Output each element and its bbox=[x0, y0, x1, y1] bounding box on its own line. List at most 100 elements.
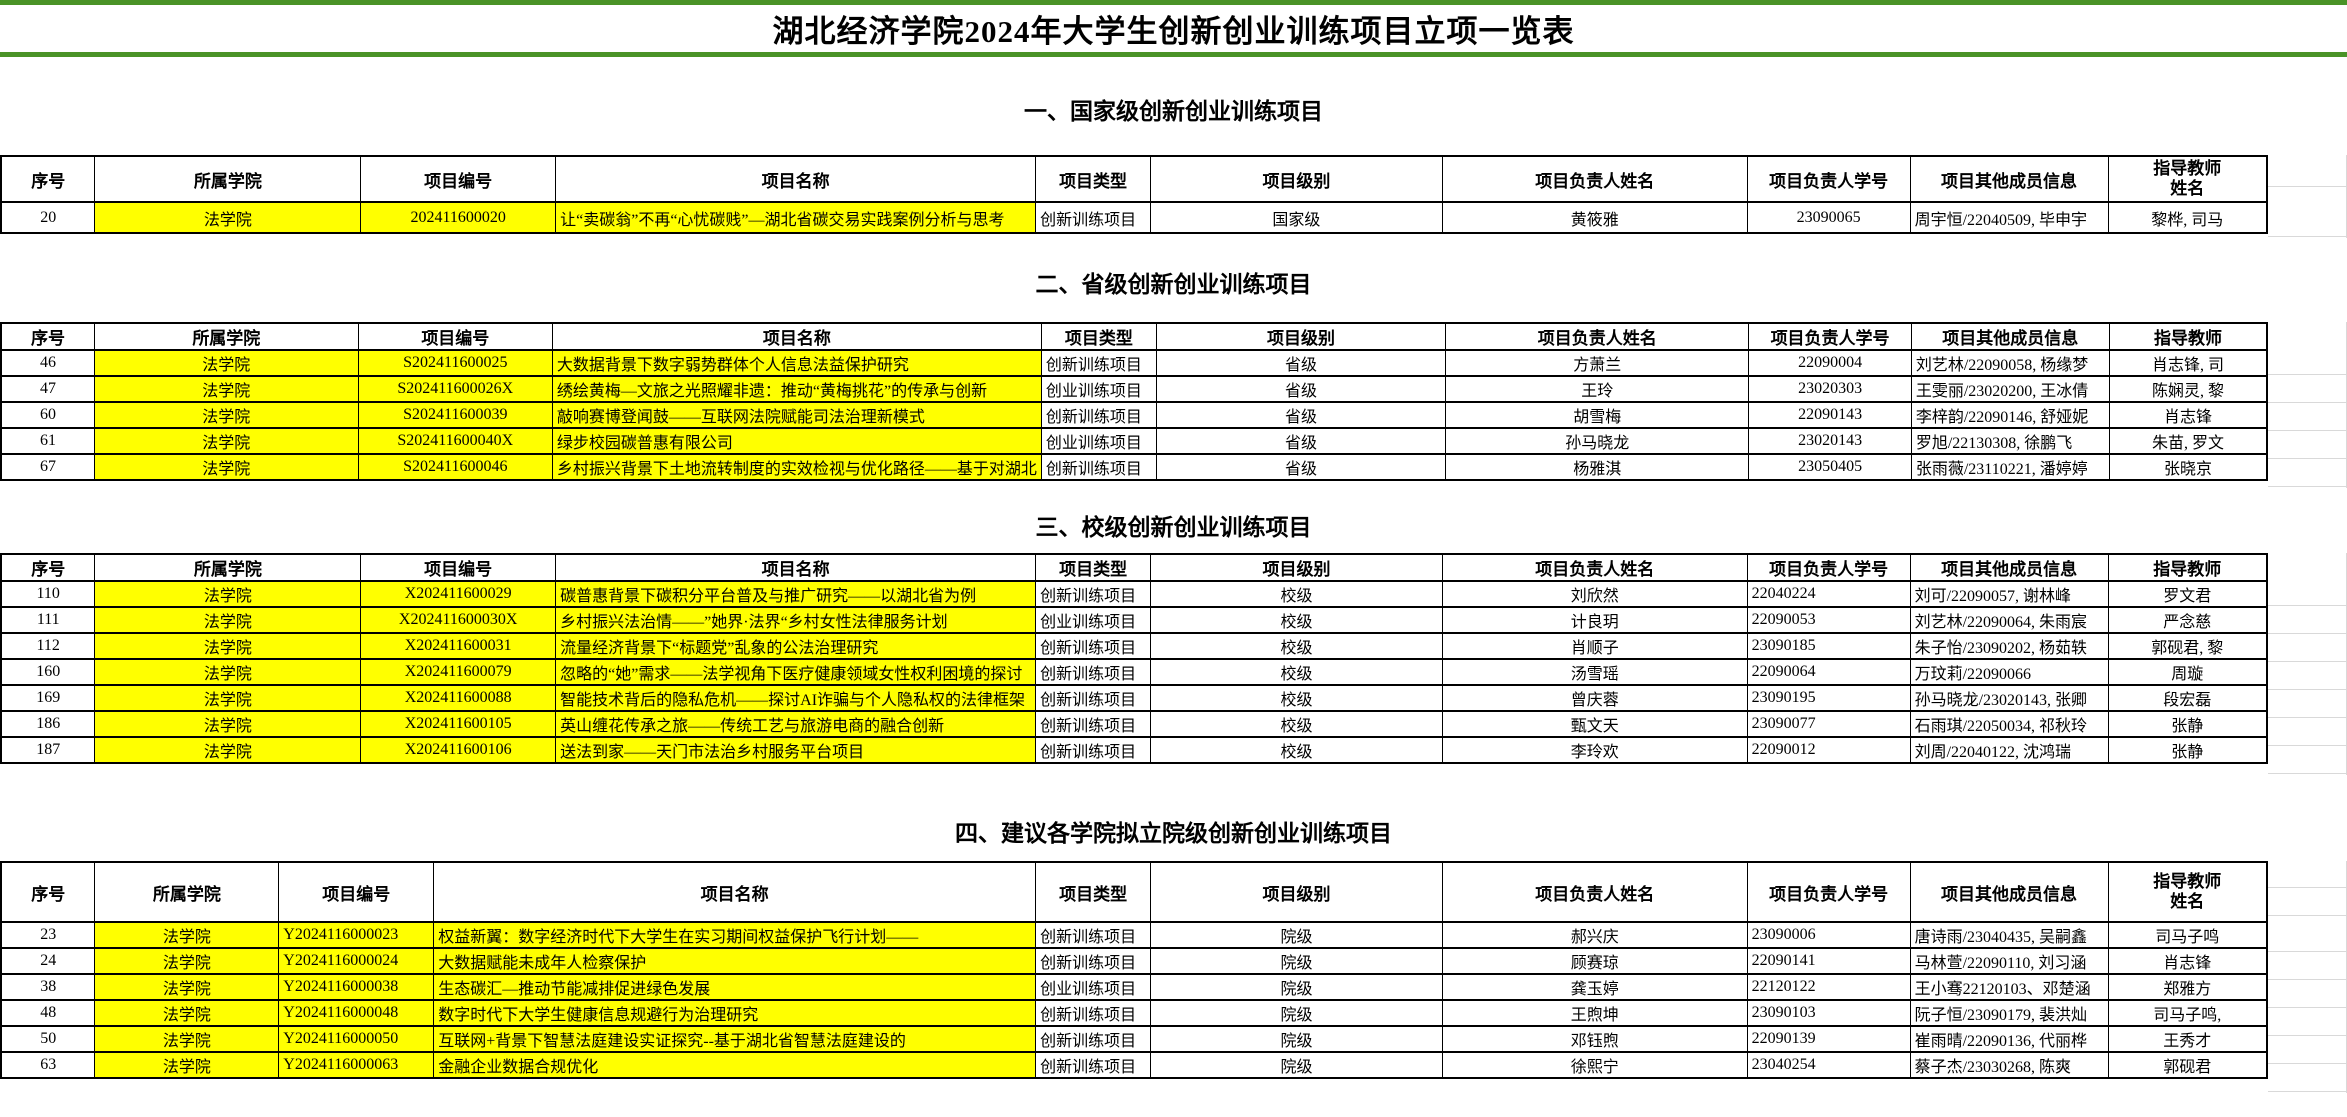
column-header-project-type[interactable]: 项目类型 bbox=[1035, 155, 1152, 203]
cell-leader-name[interactable]: 李玲欢 bbox=[1441, 736, 1748, 764]
column-header-project-name[interactable]: 项目名称 bbox=[551, 322, 1042, 351]
section-heading-provincial[interactable]: 二、省级创新创业训练项目 bbox=[1035, 272, 1312, 297]
cell-seq-no[interactable]: 63 bbox=[0, 1051, 96, 1079]
column-header-seq-no[interactable]: 序号 bbox=[0, 553, 96, 582]
cell-college[interactable]: 法学院 bbox=[94, 947, 280, 975]
cell-advisor-names[interactable]: 段宏磊 bbox=[2107, 684, 2268, 712]
column-header-leader-student-id[interactable]: 项目负责人学号 bbox=[1746, 861, 1911, 923]
cell-college[interactable]: 法学院 bbox=[94, 684, 362, 712]
cell-project-no[interactable]: X202411600030X bbox=[360, 606, 557, 634]
cell-advisor-names[interactable]: 司马子鸣 bbox=[2107, 921, 2268, 949]
cell-college[interactable]: 法学院 bbox=[94, 658, 362, 686]
cell-project-no[interactable]: X202411600079 bbox=[360, 658, 557, 686]
cell-leader-student-id[interactable]: 23090185 bbox=[1746, 632, 1911, 660]
cell-seq-no[interactable]: 47 bbox=[0, 375, 95, 403]
cell-seq-no[interactable]: 48 bbox=[0, 999, 96, 1027]
column-header-seq-no[interactable]: 序号 bbox=[0, 861, 96, 923]
cell-project-no[interactable]: X202411600105 bbox=[360, 710, 557, 738]
cell-seq-no[interactable]: 160 bbox=[0, 658, 96, 686]
cell-project-name[interactable]: 英山缠花传承之旅——传统工艺与旅游电商的融合创新 bbox=[555, 710, 1037, 738]
cell-other-members[interactable]: 马林萱/22090110, 刘习涵 bbox=[1909, 947, 2109, 975]
column-header-leader-name[interactable]: 项目负责人姓名 bbox=[1445, 322, 1750, 351]
cell-other-members[interactable]: 阮子恒/23090179, 裴洪灿 bbox=[1909, 999, 2109, 1027]
cell-seq-no[interactable]: 186 bbox=[0, 710, 96, 738]
cell-leader-name[interactable]: 顾赛琼 bbox=[1441, 947, 1748, 975]
cell-project-level[interactable]: 院级 bbox=[1150, 973, 1443, 1001]
cell-seq-no[interactable]: 169 bbox=[0, 684, 96, 712]
cell-advisor-names[interactable]: 郭砚君 bbox=[2107, 1051, 2268, 1079]
column-header-seq-no[interactable]: 序号 bbox=[0, 322, 95, 351]
cell-advisor-names[interactable]: 朱苗, 罗文 bbox=[2108, 427, 2268, 455]
column-header-project-level[interactable]: 项目级别 bbox=[1150, 861, 1443, 923]
cell-college[interactable]: 法学院 bbox=[94, 921, 280, 949]
cell-advisor-names[interactable]: 周璇 bbox=[2107, 658, 2268, 686]
cell-other-members[interactable]: 李梓韵/22090146, 舒娅妮 bbox=[1910, 401, 2110, 429]
cell-leader-name[interactable]: 杨雅淇 bbox=[1445, 453, 1750, 481]
sheet-title-row[interactable]: 湖北经济学院2024年大学生创新创业训练项目立项一览表 bbox=[0, 0, 2347, 57]
cell-seq-no[interactable]: 23 bbox=[0, 921, 96, 949]
cell-advisor-names[interactable]: 肖志锋 bbox=[2107, 947, 2268, 975]
cell-leader-name[interactable]: 甄文天 bbox=[1441, 710, 1748, 738]
cell-project-level[interactable]: 院级 bbox=[1150, 999, 1443, 1027]
cell-leader-name[interactable]: 孙马晓龙 bbox=[1445, 427, 1750, 455]
cell-project-level[interactable]: 院级 bbox=[1150, 1025, 1443, 1053]
cell-college[interactable]: 法学院 bbox=[93, 401, 359, 429]
cell-college[interactable]: 法学院 bbox=[93, 375, 359, 403]
cell-project-type[interactable]: 创新训练项目 bbox=[1035, 736, 1152, 764]
cell-other-members[interactable]: 罗旭/22130308, 徐鹏飞 bbox=[1910, 427, 2110, 455]
cell-leader-student-id[interactable]: 22040224 bbox=[1746, 580, 1911, 608]
cell-leader-student-id[interactable]: 23020143 bbox=[1748, 427, 1912, 455]
cell-project-no[interactable]: X202411600029 bbox=[360, 580, 557, 608]
cell-advisor-names[interactable]: 郑雅方 bbox=[2107, 973, 2268, 1001]
cell-project-type[interactable]: 创新训练项目 bbox=[1035, 658, 1152, 686]
column-header-project-no[interactable]: 项目编号 bbox=[357, 322, 553, 351]
cell-other-members[interactable]: 王小骞22120103、邓楚涵 bbox=[1909, 973, 2109, 1001]
cell-seq-no[interactable]: 187 bbox=[0, 736, 96, 764]
cell-project-name[interactable]: 金融企业数据合规优化 bbox=[433, 1051, 1037, 1079]
cell-leader-student-id[interactable]: 22090064 bbox=[1746, 658, 1911, 686]
cell-advisor-names[interactable]: 罗文君 bbox=[2107, 580, 2268, 608]
cell-other-members[interactable]: 刘可/22090057, 谢林峰 bbox=[1909, 580, 2109, 608]
cell-other-members[interactable]: 崔雨晴/22090136, 代丽桦 bbox=[1909, 1025, 2109, 1053]
column-header-project-no[interactable]: 项目编号 bbox=[360, 553, 557, 582]
cell-advisor-names[interactable]: 张静 bbox=[2107, 710, 2268, 738]
cell-other-members[interactable]: 刘艺林/22090058, 杨缘梦 bbox=[1910, 349, 2110, 377]
cell-project-type[interactable]: 创新训练项目 bbox=[1035, 710, 1152, 738]
cell-advisor-names[interactable]: 司马子鸣, bbox=[2107, 999, 2268, 1027]
cell-leader-name[interactable]: 黄筱雅 bbox=[1441, 201, 1748, 234]
cell-other-members[interactable]: 万玟莉/22090066 bbox=[1909, 658, 2109, 686]
cell-leader-student-id[interactable]: 23090195 bbox=[1746, 684, 1911, 712]
column-header-leader-student-id[interactable]: 项目负责人学号 bbox=[1746, 155, 1911, 203]
cell-project-no[interactable]: Y2024116000024 bbox=[278, 947, 435, 975]
cell-project-no[interactable]: Y2024116000063 bbox=[278, 1051, 435, 1079]
cell-leader-student-id[interactable]: 23020303 bbox=[1748, 375, 1912, 403]
column-header-college[interactable]: 所属学院 bbox=[93, 322, 359, 351]
column-header-seq-no[interactable]: 序号 bbox=[0, 155, 96, 203]
cell-project-name[interactable]: 互联网+背景下智慧法庭建设实证探究--基于湖北省智慧法庭建设的 bbox=[433, 1025, 1037, 1053]
cell-other-members[interactable]: 唐诗雨/23040435, 吴嗣鑫 bbox=[1909, 921, 2109, 949]
cell-leader-name[interactable]: 胡雪梅 bbox=[1445, 401, 1750, 429]
cell-project-no[interactable]: S202411600025 bbox=[357, 349, 553, 377]
cell-project-no[interactable]: S202411600039 bbox=[357, 401, 553, 429]
cell-seq-no[interactable]: 111 bbox=[0, 606, 96, 634]
cell-project-name[interactable]: 数字时代下大学生健康信息规避行为治理研究 bbox=[433, 999, 1037, 1027]
cell-seq-no[interactable]: 60 bbox=[0, 401, 95, 429]
cell-project-name[interactable]: 让“卖碳翁”不再“心忧碳贱”—湖北省碳交易实践案例分析与思考 bbox=[555, 201, 1037, 234]
cell-project-type[interactable]: 创新训练项目 bbox=[1035, 632, 1152, 660]
cell-project-type[interactable]: 创新训练项目 bbox=[1035, 1025, 1152, 1053]
cell-advisor-names[interactable]: 严念慈 bbox=[2107, 606, 2268, 634]
cell-project-no[interactable]: 202411600020 bbox=[360, 201, 557, 234]
cell-project-level[interactable]: 省级 bbox=[1155, 401, 1447, 429]
cell-project-level[interactable]: 院级 bbox=[1150, 947, 1443, 975]
cell-seq-no[interactable]: 110 bbox=[0, 580, 96, 608]
cell-leader-name[interactable]: 龚玉婷 bbox=[1441, 973, 1748, 1001]
cell-leader-name[interactable]: 王煦坤 bbox=[1441, 999, 1748, 1027]
cell-leader-student-id[interactable]: 23040254 bbox=[1746, 1051, 1911, 1079]
cell-other-members[interactable]: 周宇恒/22040509, 毕申宇 bbox=[1909, 201, 2109, 234]
cell-project-name[interactable]: 送法到家——天门市法治乡村服务平台项目 bbox=[555, 736, 1037, 764]
column-header-other-members[interactable]: 项目其他成员信息 bbox=[1909, 861, 2109, 923]
cell-project-level[interactable]: 省级 bbox=[1155, 375, 1447, 403]
cell-college[interactable]: 法学院 bbox=[94, 710, 362, 738]
column-header-project-level[interactable]: 项目级别 bbox=[1155, 322, 1447, 351]
cell-project-level[interactable]: 省级 bbox=[1155, 349, 1447, 377]
